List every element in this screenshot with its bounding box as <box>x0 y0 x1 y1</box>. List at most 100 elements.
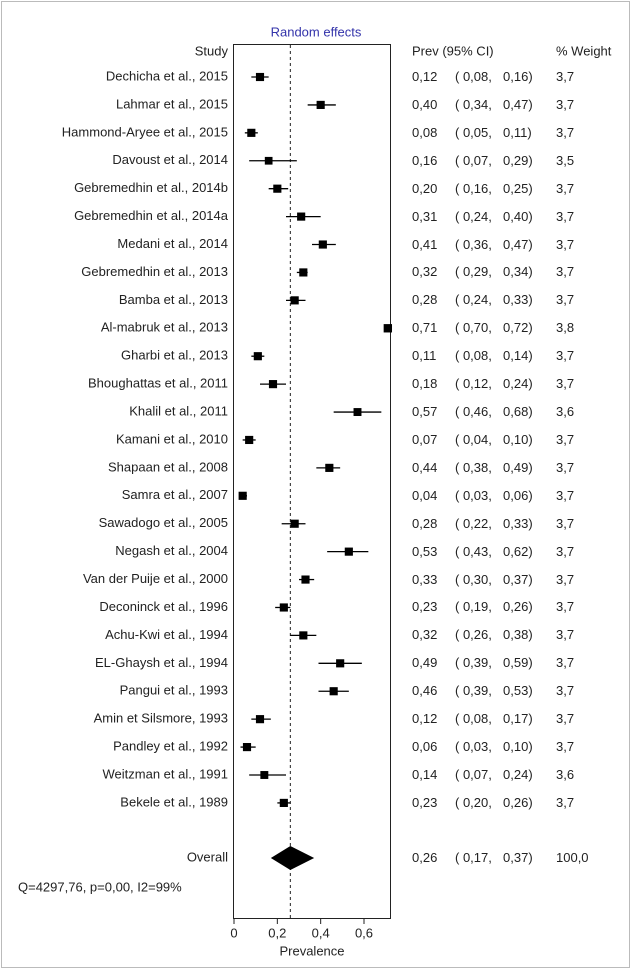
overall-estimate: 0,26 <box>412 850 438 865</box>
estimate-label: 0,46 <box>412 683 438 699</box>
lower-label: 0,07 <box>455 767 492 783</box>
lower-label: 0,20 <box>455 795 492 811</box>
study-label: Khalil et al., 2011 <box>129 403 228 418</box>
estimate-label: 0,14 <box>412 767 438 782</box>
study-label: Gebremedhin et al., 2014a <box>74 208 229 223</box>
lower-label: 0,24 <box>455 292 492 308</box>
weight-label: 3,7 <box>556 208 575 224</box>
estimate-label: 0,31 <box>412 208 438 224</box>
weight-label: 3,7 <box>556 655 575 671</box>
estimate-square <box>336 659 345 668</box>
study-label: Kamani et al., 2010 <box>116 431 228 446</box>
estimate-label: 0,07 <box>412 431 438 447</box>
lower-label: 0,36 <box>455 237 492 253</box>
estimate-label: 0,18 <box>412 376 438 392</box>
estimate-square <box>290 519 299 528</box>
lower-label: 0,08 <box>455 711 492 727</box>
estimate-square <box>268 380 278 389</box>
estimate-square <box>318 240 327 249</box>
estimate-label: 0,23 <box>412 599 438 615</box>
estimate-label: 0,08 <box>412 124 438 140</box>
overall-lower: 0,17 <box>455 850 492 866</box>
estimate-label: 0,28 <box>412 292 438 308</box>
estimate-square <box>264 156 273 165</box>
lower-label: 0,08 <box>455 69 492 85</box>
overall-weight: 100,0 <box>556 850 589 865</box>
weight-label: 3,7 <box>556 683 575 699</box>
lower-label: 0,24 <box>455 209 492 225</box>
x-axis-label: Prevalence <box>279 943 344 958</box>
lower-label: 0,22 <box>455 516 492 532</box>
estimate-label: 0,57 <box>412 404 438 420</box>
study-label: Sawadogo et al., 2005 <box>99 515 228 530</box>
lower-label: 0,08 <box>455 348 492 364</box>
weight-label: 3,7 <box>556 236 575 252</box>
lower-label: 0,30 <box>455 572 492 588</box>
study-label: Gharbi et al., 2013 <box>121 348 228 363</box>
upper-label: 0,68 <box>503 404 533 420</box>
study-label: Negash et al., 2004 <box>115 543 228 558</box>
estimate-label: 0,16 <box>412 152 438 168</box>
weight-header: % Weight <box>556 43 612 58</box>
study-header: Study <box>195 43 229 58</box>
weight-label: 3,6 <box>556 404 575 420</box>
stats: Q=4297,76, p=0,00, I2=99% <box>18 879 182 894</box>
weight-label: 3,7 <box>556 543 575 559</box>
study-label: Lahmar et al., 2015 <box>116 96 228 111</box>
lower-label: 0,34 <box>455 97 492 113</box>
estimate-label: 0,44 <box>412 459 438 475</box>
study-label: Amin et Silsmore, 1993 <box>94 711 228 726</box>
lower-label: 0,03 <box>455 488 492 504</box>
estimate-square <box>316 100 325 109</box>
estimate-label: 0,28 <box>412 515 438 531</box>
overall-diamond <box>270 846 315 870</box>
upper-label: 0,26 <box>503 599 533 615</box>
overall-label: Overall <box>187 849 228 864</box>
weight-label: 3,7 <box>556 69 575 84</box>
x-tick-label: 0,2 <box>268 925 286 940</box>
study-label: Deconinck et al., 1996 <box>99 599 228 614</box>
upper-label: 0,06 <box>503 488 533 504</box>
weight-label: 3,7 <box>556 124 575 140</box>
upper-label: 0,29 <box>503 153 533 169</box>
weight-label: 3,7 <box>556 627 575 643</box>
upper-label: 0,62 <box>503 544 533 560</box>
upper-label: 0,53 <box>503 683 533 699</box>
weight-label: 3,7 <box>556 571 575 587</box>
upper-label: 0,10 <box>503 739 533 755</box>
estimate-label: 0,04 <box>412 487 438 503</box>
study-label: Samra et al., 2007 <box>122 487 228 502</box>
estimate-label: 0,32 <box>412 627 438 643</box>
upper-label: 0,25 <box>503 181 533 197</box>
plot-box <box>233 44 391 919</box>
lower-label: 0,12 <box>455 376 492 392</box>
weight-label: 3,7 <box>556 376 575 392</box>
estimate-label: 0,33 <box>412 571 438 587</box>
estimate-label: 0,11 <box>412 348 437 364</box>
upper-label: 0,11 <box>503 125 532 141</box>
upper-label: 0,34 <box>503 264 533 280</box>
estimate-square <box>255 715 265 724</box>
weight-label: 3,5 <box>556 152 575 168</box>
lower-label: 0,26 <box>455 627 492 643</box>
study-label: Al-mabruk et al., 2013 <box>101 320 228 335</box>
estimate-square <box>329 687 338 696</box>
weight-label: 3,7 <box>556 431 575 447</box>
weight-label: 3,7 <box>556 459 575 475</box>
x-tick-label: 0,4 <box>312 925 330 940</box>
lower-label: 0,39 <box>455 655 492 671</box>
estimate-square <box>255 72 265 82</box>
lower-label: 0,16 <box>455 181 492 197</box>
weight-label: 3,6 <box>556 767 575 782</box>
lower-label: 0,07 <box>455 153 492 169</box>
estimate-square <box>297 212 306 221</box>
upper-label: 0,17 <box>503 711 533 727</box>
estimate-square <box>299 268 308 277</box>
estimate-square <box>279 798 288 807</box>
estimate-square <box>247 128 256 137</box>
estimate-square <box>253 352 262 361</box>
upper-label: 0,33 <box>503 516 533 532</box>
estimate-label: 0,71 <box>412 320 438 336</box>
